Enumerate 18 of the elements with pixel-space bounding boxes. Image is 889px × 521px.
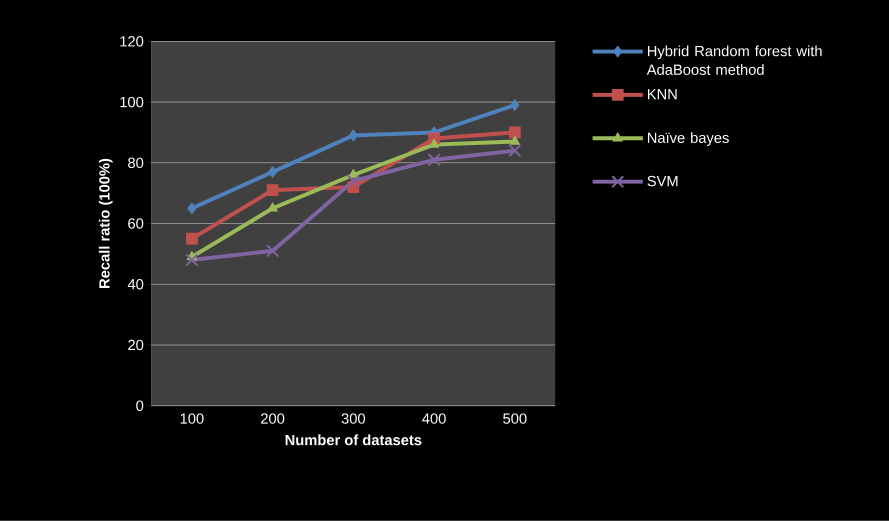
legend-label: SVM [647,176,678,186]
y-tick-label: 20 [128,340,144,350]
x-axis-title: Number of datasets [286,434,422,446]
legend-label: Naïve bayes [648,132,729,146]
legend-label: KNN [648,89,677,100]
x-tick-label: 300 [342,413,366,424]
x-tick-label: 400 [422,413,446,424]
y-tick-label: 40 [128,279,144,290]
x-tick-label: 500 [503,413,527,424]
y-tick-label: 100 [120,96,144,108]
y-tick-label: 60 [128,218,144,229]
y-tick-label: 80 [128,158,144,168]
y-tick-label: 0 [136,400,144,411]
y-axis-title: Recall ratio (100%) [98,158,113,288]
x-tick-label: 100 [180,413,204,424]
x-tick-label: 200 [261,413,284,424]
legend-label: Hybrid Random forest with AdaBoost method [646,46,822,75]
y-tick-label: 120 [120,36,144,47]
